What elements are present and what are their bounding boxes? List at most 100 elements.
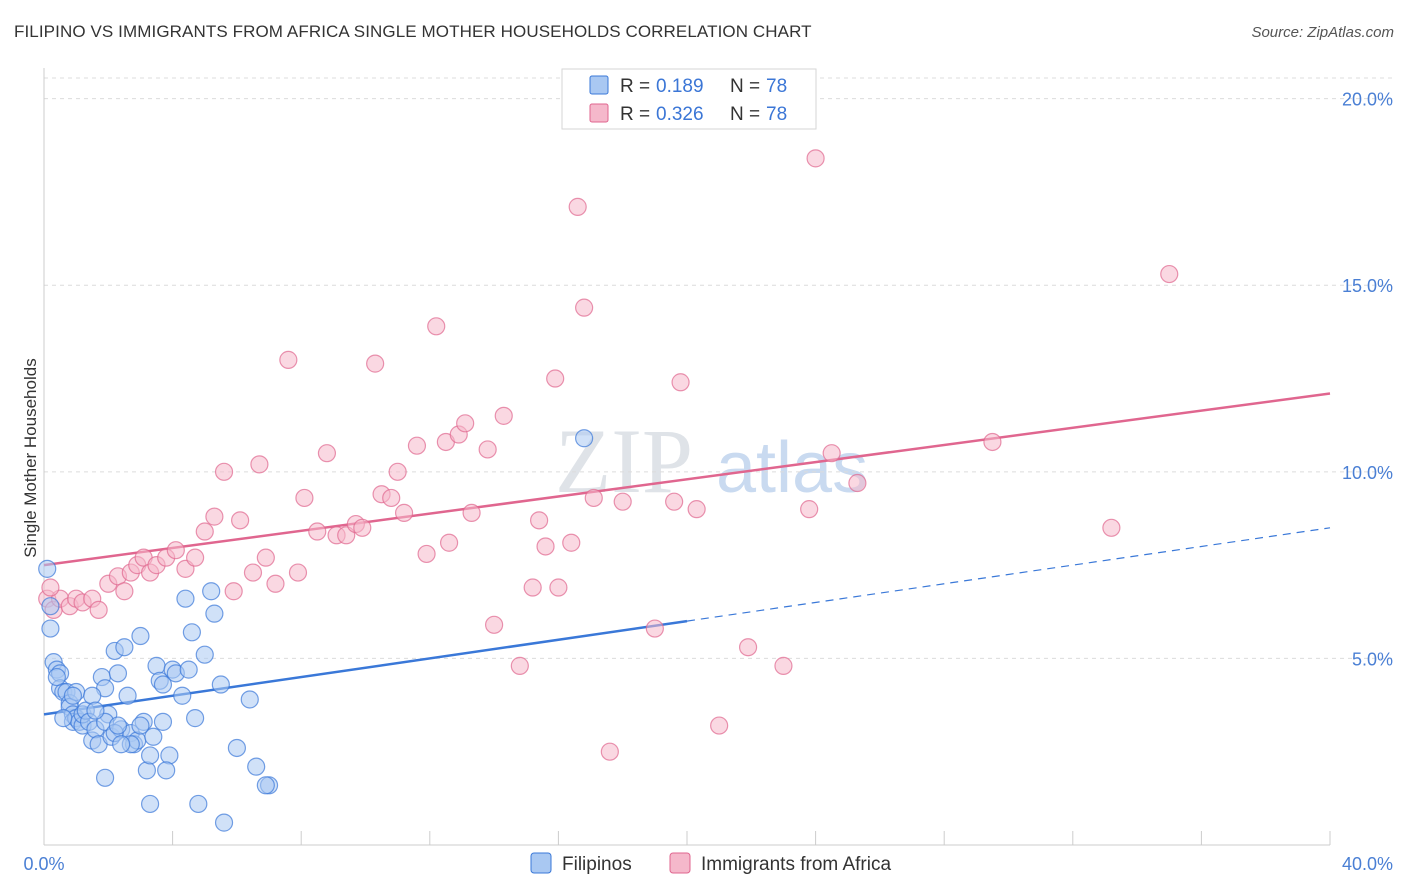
point-africa — [89, 600, 108, 620]
point-africa — [366, 354, 385, 373]
point-africa — [822, 444, 841, 463]
point-filipinos — [202, 582, 221, 601]
point-africa — [645, 619, 664, 638]
point-filipinos — [205, 604, 224, 623]
point-africa — [738, 638, 758, 657]
point-africa — [584, 488, 603, 508]
point-filipinos — [95, 768, 115, 787]
point-filipinos — [108, 716, 128, 735]
point-filipinos — [147, 656, 166, 675]
point-africa — [848, 473, 867, 493]
point-filipinos — [182, 623, 201, 642]
point-africa — [710, 716, 729, 735]
point-africa — [295, 488, 314, 508]
point-africa — [166, 541, 185, 560]
point-filipinos — [256, 776, 275, 795]
point-africa — [115, 582, 134, 601]
data-points — [38, 149, 1179, 832]
point-africa — [485, 615, 504, 634]
legend-n-label-2: N = — [730, 104, 760, 125]
point-africa — [243, 563, 263, 582]
point-filipinos — [195, 645, 214, 664]
point-filipinos — [140, 794, 160, 814]
point-filipinos — [131, 626, 150, 646]
stats-legend: R = 0.189 N = 78 R = 0.326 N = 78 — [561, 68, 817, 130]
point-filipinos — [153, 712, 173, 731]
legend-swatch-filipinos — [589, 75, 609, 95]
point-africa — [231, 511, 250, 530]
legend-n-value-1: 78 — [766, 76, 787, 97]
point-filipinos — [144, 727, 163, 746]
point-filipinos — [247, 757, 266, 776]
y-tick-label: 15.0% — [1342, 276, 1393, 296]
legend-label-africa: Immigrants from Africa — [701, 854, 891, 875]
point-africa — [353, 518, 372, 537]
y-tick-label: 5.0% — [1352, 649, 1393, 669]
point-filipinos — [189, 794, 208, 814]
trend-line-filipinos — [43, 619, 688, 716]
series-legend: Filipinos Immigrants from Africa — [530, 852, 891, 875]
point-filipinos — [86, 701, 105, 720]
point-africa — [687, 500, 706, 519]
point-africa — [562, 533, 581, 552]
point-africa — [439, 533, 459, 552]
point-africa — [478, 440, 497, 459]
x-tick-label-max: 40.0% — [1342, 854, 1393, 874]
point-filipinos — [137, 761, 156, 780]
point-africa — [510, 656, 529, 675]
point-africa — [456, 414, 475, 433]
point-africa — [394, 503, 414, 522]
point-africa — [388, 462, 407, 481]
point-filipinos — [240, 690, 259, 709]
legend-swatch-bottom-filipinos — [530, 852, 552, 874]
point-filipinos — [131, 716, 150, 735]
point-africa — [665, 492, 684, 511]
point-africa — [214, 462, 234, 481]
point-africa — [317, 444, 337, 463]
y-tick-label: 10.0% — [1342, 463, 1393, 483]
point-africa — [806, 149, 825, 168]
point-africa — [613, 492, 632, 511]
point-filipinos — [227, 738, 246, 758]
point-africa — [1160, 264, 1179, 284]
legend-r-label-2: R = — [620, 104, 650, 125]
point-africa — [983, 432, 1002, 452]
point-africa — [407, 436, 427, 455]
point-africa — [308, 522, 327, 541]
chart-title: FILIPINO VS IMMIGRANTS FROM AFRICA SINGL… — [14, 22, 812, 41]
point-africa — [671, 373, 690, 392]
point-filipinos — [176, 589, 195, 608]
point-filipinos — [575, 429, 594, 448]
point-africa — [1102, 518, 1121, 537]
y-axis-title: Single Mother Households — [21, 358, 40, 557]
point-filipinos — [186, 709, 205, 728]
point-filipinos — [41, 597, 60, 616]
y-tick-label: 20.0% — [1342, 90, 1393, 110]
point-filipinos — [214, 813, 234, 832]
point-filipinos — [41, 619, 60, 638]
trend-line-africa — [43, 392, 1331, 567]
point-africa — [530, 511, 549, 530]
point-africa — [494, 406, 513, 425]
point-africa — [549, 578, 568, 597]
legend-label-filipinos: Filipinos — [562, 854, 632, 875]
point-filipinos — [157, 761, 176, 780]
point-africa — [205, 507, 224, 526]
legend-swatch-bottom-africa — [669, 852, 691, 874]
point-africa — [266, 574, 285, 593]
point-africa — [382, 488, 401, 508]
legend-swatch-africa — [589, 103, 609, 123]
point-filipinos — [153, 675, 173, 694]
watermark-atlas: atlas — [716, 428, 868, 508]
point-africa — [600, 742, 619, 761]
x-tick-label-min: 0.0% — [23, 854, 64, 874]
legend-r-label-1: R = — [620, 76, 650, 97]
point-africa — [288, 563, 308, 582]
point-africa — [186, 548, 205, 567]
point-africa — [536, 537, 555, 556]
legend-r-value-2: 0.326 — [656, 104, 704, 125]
point-africa — [41, 578, 60, 597]
tick-labels: 5.0% 10.0% 15.0% 20.0% 0.0% 40.0% — [23, 90, 1393, 874]
point-filipinos — [54, 709, 73, 728]
